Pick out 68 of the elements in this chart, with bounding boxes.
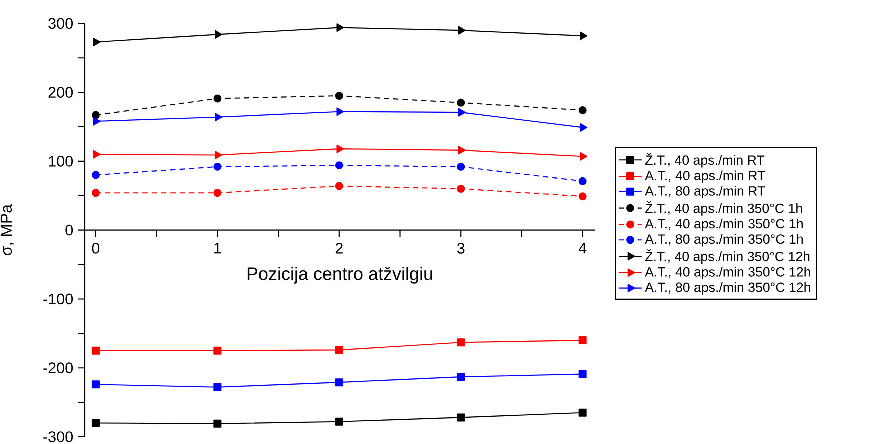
point bbox=[335, 378, 344, 387]
point bbox=[457, 162, 466, 171]
point bbox=[335, 182, 344, 190]
point bbox=[93, 38, 101, 46]
point bbox=[580, 123, 588, 132]
point bbox=[215, 113, 222, 122]
legend-label: Ž.T., 40 aps./min 350°C 12h bbox=[646, 250, 810, 264]
y-tick-label: -100 bbox=[44, 294, 74, 305]
point bbox=[578, 192, 587, 201]
point bbox=[335, 162, 344, 170]
legend-label: A.T., 80 aps./min RT bbox=[645, 186, 766, 199]
legend-label: A.T., 40 aps./min 350°C 12h bbox=[645, 267, 810, 280]
point bbox=[458, 26, 466, 35]
point bbox=[214, 94, 222, 103]
legend-label: A.T., 80 aps./min 350°C 1h bbox=[645, 234, 803, 247]
point bbox=[335, 346, 344, 354]
point bbox=[580, 32, 588, 40]
y-tick-label: 0 bbox=[66, 224, 74, 236]
point bbox=[336, 144, 344, 154]
point bbox=[457, 414, 466, 422]
legend-label: A.T., 40 aps./min 350°C 1h bbox=[645, 218, 803, 232]
point bbox=[93, 117, 101, 126]
point bbox=[578, 408, 587, 417]
point bbox=[580, 152, 588, 161]
point bbox=[215, 151, 222, 160]
point bbox=[92, 111, 100, 120]
x-tick-label: 1 bbox=[214, 243, 222, 254]
point bbox=[578, 336, 587, 345]
point bbox=[458, 108, 466, 117]
legend-label: A.T., 80 aps./min 350°C 12h bbox=[645, 282, 810, 295]
point bbox=[92, 419, 100, 428]
legend-label: Ž.T., 40 aps./min RT bbox=[646, 153, 765, 168]
point bbox=[458, 146, 466, 155]
point bbox=[457, 338, 466, 347]
legend-label: Ž.T., 40 aps./min 350°C 1h bbox=[646, 201, 802, 216]
point bbox=[336, 108, 344, 116]
x-axis-title: Pozicija centro atžvilgiu bbox=[248, 267, 432, 284]
point bbox=[214, 420, 222, 428]
y-axis-title: σ, MPa bbox=[0, 204, 14, 256]
point bbox=[215, 30, 222, 39]
x-tick-label: 0 bbox=[92, 243, 100, 254]
y-tick-label: 300 bbox=[48, 18, 74, 30]
legend-label: A.T., 40 aps./min RT bbox=[645, 170, 766, 184]
point bbox=[92, 171, 100, 180]
y-tick-label: 100 bbox=[49, 156, 74, 167]
point bbox=[214, 383, 222, 392]
point bbox=[578, 177, 587, 186]
point bbox=[457, 373, 466, 382]
point bbox=[457, 98, 466, 107]
point bbox=[335, 418, 344, 426]
point bbox=[93, 150, 101, 159]
y-tick-label: -300 bbox=[44, 432, 74, 442]
point bbox=[336, 24, 344, 32]
y-tick-label: -200 bbox=[44, 362, 74, 374]
x-tick-label: 3 bbox=[457, 243, 465, 254]
point bbox=[335, 92, 344, 100]
x-tick-label: 2 bbox=[336, 243, 343, 254]
point bbox=[92, 380, 100, 389]
x-tick-label: 4 bbox=[578, 243, 587, 254]
y-tick-label: 200 bbox=[48, 87, 74, 98]
point bbox=[457, 185, 466, 193]
point bbox=[578, 370, 587, 378]
point bbox=[578, 106, 587, 114]
point bbox=[214, 162, 222, 171]
point bbox=[92, 189, 100, 198]
point bbox=[92, 346, 100, 355]
point bbox=[214, 346, 222, 355]
point bbox=[214, 189, 222, 198]
